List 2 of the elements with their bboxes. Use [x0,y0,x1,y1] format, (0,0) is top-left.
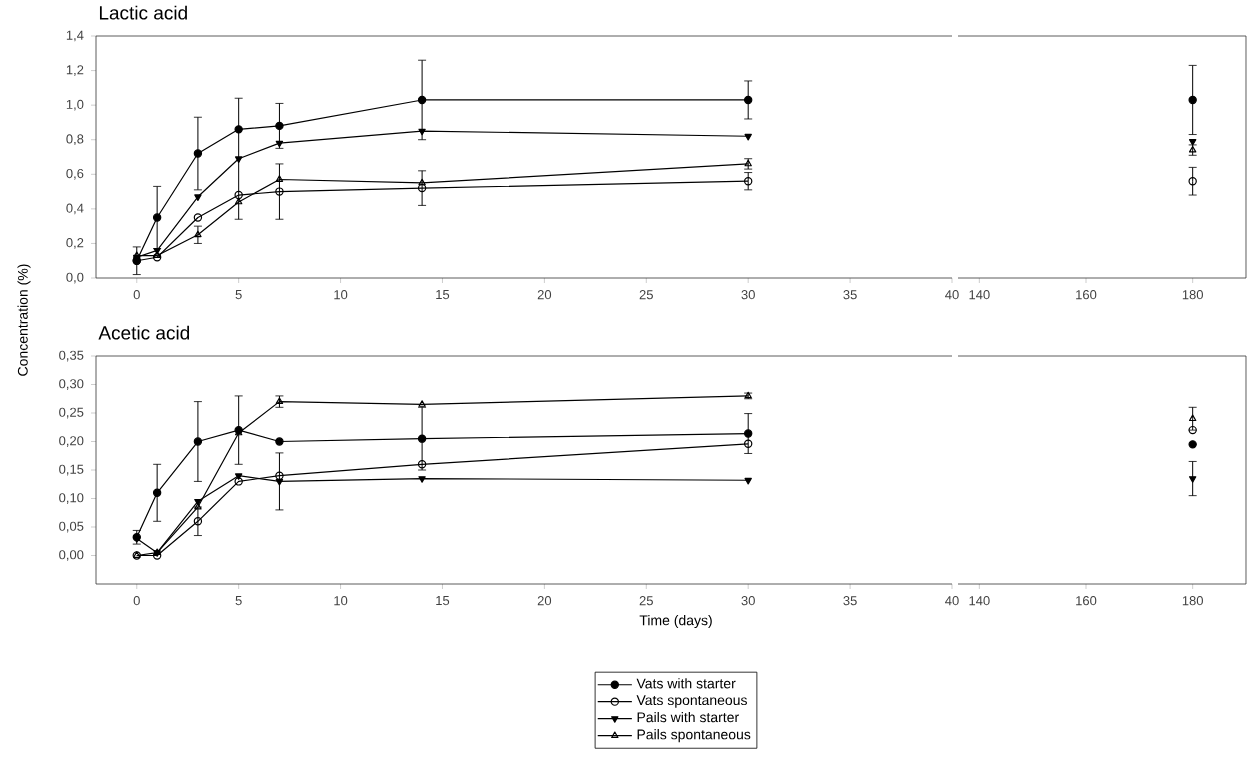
chart-title: Lactic acid [99,5,187,20]
chart-title: Acetic acid [98,325,190,340]
